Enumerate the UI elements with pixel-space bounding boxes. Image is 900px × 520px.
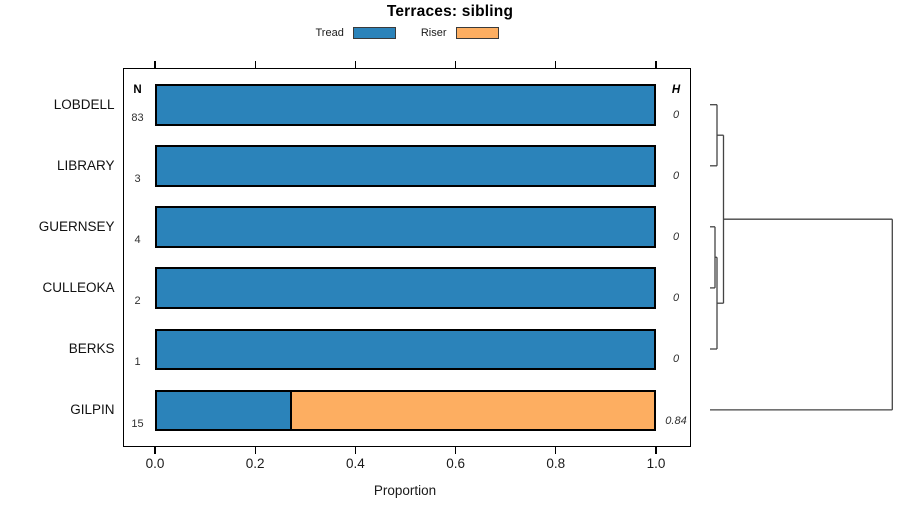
bar-segment-tread (157, 391, 290, 429)
bar (155, 145, 656, 187)
n-value: 3 (134, 173, 141, 186)
h-value: 0 (672, 353, 680, 366)
x-axis-tick-bottom (655, 446, 657, 454)
x-axis-tick-top (454, 61, 457, 69)
x-axis-tick-bottom (154, 446, 156, 454)
x-axis-tick-bottom (354, 446, 357, 454)
x-axis-tick-label: 0.4 (346, 456, 365, 471)
x-axis-tick-label: 0.8 (546, 456, 566, 471)
x-axis-tick-bottom (254, 446, 256, 454)
bar-segment-riser (289, 391, 654, 429)
h-value: 0 (672, 292, 680, 305)
h-value: 0 (672, 170, 680, 183)
bar-segment-tread (157, 269, 654, 307)
n-value: 4 (134, 234, 141, 247)
row-label: GUERNSEY (38, 219, 115, 235)
row-label: LOBDELL (53, 97, 115, 112)
bar (155, 267, 656, 309)
h-column-header: H (671, 84, 681, 96)
h-value: 0.84 (665, 414, 687, 427)
x-axis-tick-bottom (454, 446, 457, 454)
x-axis-tick-top (655, 61, 657, 69)
plot-area (123, 68, 691, 447)
x-axis-tick-top (254, 61, 256, 69)
legend-item: Riser (421, 27, 499, 39)
row-label: BERKS (68, 341, 115, 357)
chart-title: Terraces: sibling (386, 3, 514, 20)
h-value: 0 (672, 231, 680, 244)
row-label: LIBRARY (56, 158, 115, 174)
bar-segment-tread (157, 147, 654, 185)
bar (155, 389, 656, 431)
bar-segment-tread (157, 86, 654, 124)
x-axis-tick-label: 0.6 (446, 456, 465, 471)
bar-segment-tread (157, 208, 654, 246)
x-axis-label: Proportion (373, 483, 437, 498)
bar (155, 206, 656, 248)
x-axis-tick-top (555, 61, 557, 69)
row-label: CULLEOKA (42, 280, 115, 296)
row-label: GILPIN (70, 402, 115, 418)
x-axis-tick-bottom (555, 446, 557, 454)
legend-swatch (352, 27, 396, 39)
bar (155, 328, 656, 370)
n-value: 1 (134, 356, 141, 369)
h-value: 0 (672, 109, 680, 122)
legend-item: Tread (316, 27, 396, 39)
x-axis-tick-top (154, 61, 156, 69)
legend-label: Tread (315, 27, 344, 39)
x-axis-tick-top (354, 61, 357, 69)
n-column-header: N (133, 84, 142, 96)
n-value: 2 (134, 295, 141, 308)
legend: Tread Riser (123, 25, 691, 41)
x-axis-tick-label: 0.0 (145, 456, 165, 471)
legend-swatch (455, 27, 499, 39)
bar-segment-tread (157, 330, 654, 368)
bar (155, 84, 656, 126)
x-axis-tick-label: 0.2 (245, 456, 265, 471)
legend-label: Riser (420, 27, 447, 39)
n-value: 15 (131, 417, 144, 430)
n-value: 83 (131, 112, 144, 125)
x-axis-tick-label: 1.0 (646, 456, 666, 471)
